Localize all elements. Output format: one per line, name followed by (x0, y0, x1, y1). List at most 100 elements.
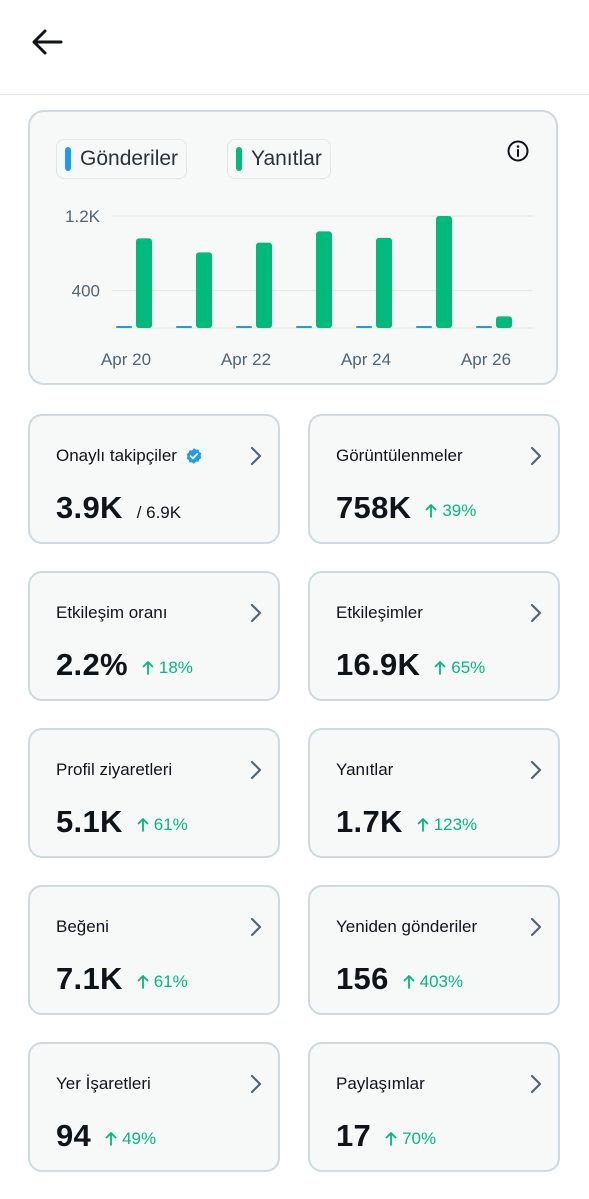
metric-card[interactable]: Profil ziyaretleri 5.1K 61% (28, 728, 280, 858)
chevron-right-icon (248, 603, 264, 623)
metric-change-value: 403% (419, 971, 464, 991)
metric-value: 94 (56, 1118, 92, 1153)
metric-label-text: Yanıtlar (336, 760, 394, 779)
metric-label: Paylaşımlar (336, 1074, 425, 1094)
verified-badge-icon (185, 447, 203, 465)
metric-label-text: Etkileşim oranı (56, 603, 168, 622)
x-tick-label: Apr 20 (101, 350, 151, 369)
metric-value-row: 17 70% (336, 1118, 436, 1154)
arrow-up-icon (142, 660, 154, 675)
legend-chip-gonderiler[interactable]: Gönderiler (56, 139, 188, 179)
metric-change-value: 70% (402, 1128, 437, 1148)
metric-card[interactable]: Beğeni 7.1K 61% (28, 885, 280, 1015)
metric-label: Yanıtlar (336, 760, 393, 780)
metric-value-row: 1.7K 123% (336, 804, 477, 840)
metric-card[interactable]: Yeniden gönderiler 156 403% (308, 885, 560, 1015)
arrow-up-icon (137, 817, 149, 832)
metric-value: 5.1K (56, 804, 123, 839)
metric-card[interactable]: Etkileşimler 16.9K 65% (308, 571, 560, 701)
metric-value-row: 758K 39% (336, 490, 476, 526)
x-tick-label: Apr 26 (461, 350, 511, 369)
metric-value: 17 (336, 1118, 372, 1153)
x-tick-label: Apr 24 (341, 350, 391, 369)
legend-swatch-gonderiler (65, 147, 71, 171)
metric-label: Etkileşim oranı (56, 603, 167, 623)
bar-yanitlar (376, 237, 392, 328)
metric-label-text: Profil ziyaretleri (56, 760, 173, 779)
metric-label: Yer İşaretleri (56, 1074, 151, 1094)
metric-change-value: 18% (158, 657, 193, 677)
metric-change: 65% (434, 658, 485, 678)
metric-label: Onaylı takipçiler (56, 446, 203, 466)
metric-change: 49% (105, 1129, 156, 1149)
metric-label-text: Beğeni (56, 917, 109, 936)
legend-label-gonderiler: Gönderiler (80, 147, 179, 170)
arrow-up-icon (403, 974, 415, 989)
metric-value: 3.9K (56, 490, 123, 525)
chevron-right-icon (248, 760, 264, 780)
bar-yanitlar (136, 238, 152, 328)
metric-label-text: Onaylı takipçiler (56, 446, 177, 465)
metric-value-row: 5.1K 61% (56, 804, 188, 840)
legend-label-yanitlar: Yanıtlar (251, 147, 322, 170)
metric-value: 16.9K (336, 647, 421, 682)
x-tick-label: Apr 22 (221, 350, 271, 369)
bar-gonderiler (116, 326, 132, 328)
metric-label: Görüntülenmeler (336, 446, 463, 466)
metric-card[interactable]: Onaylı takipçiler 3.9K / 6.9K (28, 414, 280, 544)
metric-change-value: 123% (433, 814, 478, 834)
bar-yanitlar (316, 231, 332, 328)
metric-label-text: Paylaşımlar (336, 1074, 425, 1093)
bar-gonderiler (416, 326, 432, 328)
metric-change: 403% (403, 972, 463, 992)
legend-swatch-yanitlar (236, 147, 242, 171)
bar-yanitlar (256, 242, 272, 328)
info-circle-icon (507, 140, 529, 162)
arrow-left-icon (32, 29, 63, 55)
metric-card[interactable]: Paylaşımlar 17 70% (308, 1042, 560, 1172)
metric-change: 70% (385, 1129, 436, 1149)
metric-value: 1.7K (336, 804, 403, 839)
arrow-up-icon (425, 503, 437, 518)
bar-gonderiler (236, 326, 252, 328)
chevron-right-icon (528, 603, 544, 623)
metric-card[interactable]: Yanıtlar 1.7K 123% (308, 728, 560, 858)
metric-change-value: 49% (122, 1128, 157, 1148)
arrow-up-icon (105, 1131, 117, 1146)
chevron-right-icon (248, 446, 264, 466)
metric-change: 39% (425, 501, 476, 521)
metric-value: 2.2% (56, 647, 128, 682)
metric-label: Etkileşimler (336, 603, 423, 623)
bar-gonderiler (476, 326, 492, 328)
metric-value-row: 2.2% 18% (56, 647, 193, 683)
metric-label-text: Etkileşimler (336, 603, 423, 622)
top-bar (0, 0, 589, 95)
metric-card[interactable]: Yer İşaretleri 94 49% (28, 1042, 280, 1172)
metric-label-text: Yer İşaretleri (56, 1074, 151, 1093)
metric-change-value: 65% (451, 657, 486, 677)
metric-value-row: 3.9K / 6.9K (56, 490, 181, 526)
metric-value-row: 16.9K 65% (336, 647, 485, 683)
metric-label-text: Yeniden gönderiler (336, 917, 478, 936)
metric-card[interactable]: Etkileşim oranı 2.2% 18% (28, 571, 280, 701)
metric-value: 7.1K (56, 961, 123, 996)
bar-gonderiler (176, 326, 192, 328)
metric-label: Profil ziyaretleri (56, 760, 172, 780)
arrow-up-icon (434, 660, 446, 675)
arrow-up-icon (137, 974, 149, 989)
metric-change-value: 61% (153, 971, 188, 991)
metric-change: 123% (417, 815, 477, 835)
y-tick-label: 1.2K (65, 207, 101, 226)
back-button[interactable] (26, 24, 68, 60)
metric-label: Yeniden gönderiler (336, 917, 477, 937)
metric-card[interactable]: Görüntülenmeler 758K 39% (308, 414, 560, 544)
bar-gonderiler (296, 326, 312, 328)
chevron-right-icon (528, 760, 544, 780)
chevron-right-icon (528, 446, 544, 466)
bar-yanitlar (496, 316, 512, 328)
metric-change-value: 39% (442, 500, 477, 520)
info-button[interactable] (506, 139, 530, 163)
legend-chip-yanitlar[interactable]: Yanıtlar (227, 139, 331, 179)
y-tick-label: 400 (72, 282, 100, 301)
metric-change-value: 61% (153, 814, 188, 834)
